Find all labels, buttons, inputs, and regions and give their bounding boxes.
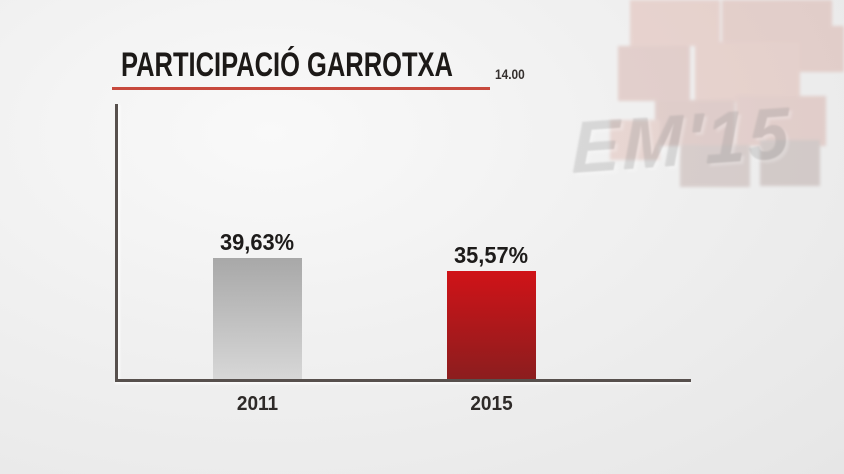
x-tick-label: 2015 — [470, 393, 513, 415]
cube-block — [736, 96, 826, 146]
cube-block — [695, 42, 800, 102]
cube-block — [760, 140, 820, 186]
x-axis-line — [115, 379, 691, 382]
logo-cubes-watermark — [600, 0, 844, 210]
cube-block — [618, 46, 690, 101]
bar-value-label: 39,63% — [220, 229, 295, 255]
x-tick-label: 2011 — [236, 393, 279, 415]
bar-2011 — [213, 258, 302, 379]
clock-label: 14.00 — [495, 66, 525, 82]
event-watermark: EM'15 — [572, 93, 792, 190]
cube-block — [610, 120, 660, 160]
bar-2015 — [447, 271, 536, 379]
cube-block — [630, 0, 720, 46]
cube-block — [680, 145, 750, 187]
y-axis-line — [115, 104, 118, 382]
cube-block — [800, 26, 844, 72]
page-title: PARTICIPACIÓ GARROTXA — [121, 46, 453, 84]
cube-block — [722, 0, 832, 50]
bar-group-2011: 39,63% 2011 — [213, 229, 302, 415]
cube-block — [655, 100, 735, 146]
bar-value-label: 35,57% — [454, 242, 529, 268]
bar-group-2015: 35,57% 2015 — [447, 242, 536, 415]
title-underline — [112, 87, 490, 90]
